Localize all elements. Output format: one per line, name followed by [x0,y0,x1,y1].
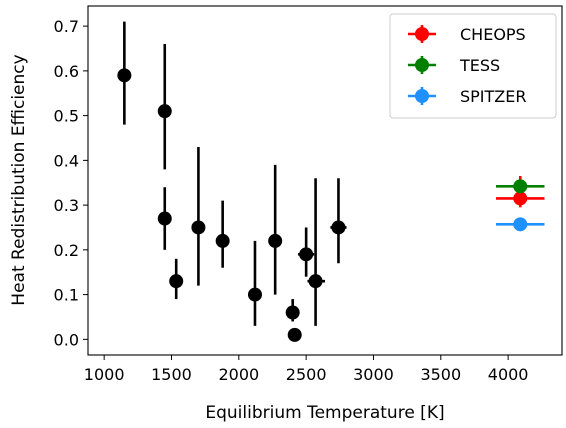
data-point [169,258,184,300]
x-axis: 1000 1500 2000 2500 3000 3500 4000 [84,355,529,384]
legend-swatch-marker [415,58,429,72]
data-marker [117,68,132,83]
data-point [298,227,315,277]
data-marker [268,233,283,248]
data-point [215,200,230,268]
x-tick-label: 2500 [286,365,327,384]
data-point [268,164,283,295]
legend-label: SPITZER [460,87,526,106]
data-marker [215,233,230,248]
x-tick-label: 2000 [218,365,259,384]
x-tick-label: 1500 [151,365,192,384]
legend: CHEOPS TESS SPITZER [389,13,557,119]
data-marker [513,179,528,194]
data-point [117,21,132,125]
legend-box [389,13,557,119]
data-point [191,146,206,286]
legend-item: CHEOPS [408,25,526,44]
y-axis: 0.0 0.1 0.2 0.3 0.4 0.5 0.6 0.7 [54,17,88,349]
legend-label: CHEOPS [460,25,526,44]
data-marker [157,211,172,226]
data-point [157,44,172,170]
y-tick-label: 0.1 [54,286,79,305]
y-tick-label: 0.4 [54,151,79,170]
data-point [287,327,302,342]
data-marker [247,287,262,302]
data-marker [169,274,184,289]
y-axis-label: Heat Redistribution Efficiency [9,54,29,305]
data-point [307,178,325,326]
data-marker [299,247,314,262]
data-marker [285,305,300,320]
x-tick-label: 3000 [353,365,394,384]
y-tick-label: 0.2 [54,241,79,260]
y-tick-label: 0.6 [54,62,79,81]
data-point [496,179,545,194]
y-tick-label: 0.5 [54,107,79,126]
legend-swatch-marker [415,89,429,103]
x-axis-label: Equilibrium Temperature [K] [205,403,444,423]
data-marker [191,220,206,235]
legend-item: SPITZER [408,87,526,106]
y-tick-label: 0.3 [54,196,79,215]
plot-area [87,5,563,356]
data-marker [331,220,346,235]
data-marker [308,274,323,289]
data-points [117,21,545,342]
legend-item: TESS [408,56,500,75]
data-point [496,217,545,232]
data-point [330,178,347,264]
data-marker [157,104,172,119]
data-point [247,240,262,326]
data-marker [513,217,528,232]
data-marker [287,327,302,342]
y-tick-label: 0.0 [54,330,79,349]
data-point [157,187,172,250]
x-tick-label: 3500 [420,365,461,384]
x-tick-label: 1000 [84,365,125,384]
x-tick-label: 4000 [488,365,529,384]
legend-label: TESS [459,56,500,75]
y-tick-label: 0.7 [54,17,79,36]
legend-swatch-marker [415,27,429,41]
data-marker [513,191,528,206]
data-point [285,299,300,322]
legend-items: CHEOPS TESS SPITZER [408,25,526,106]
